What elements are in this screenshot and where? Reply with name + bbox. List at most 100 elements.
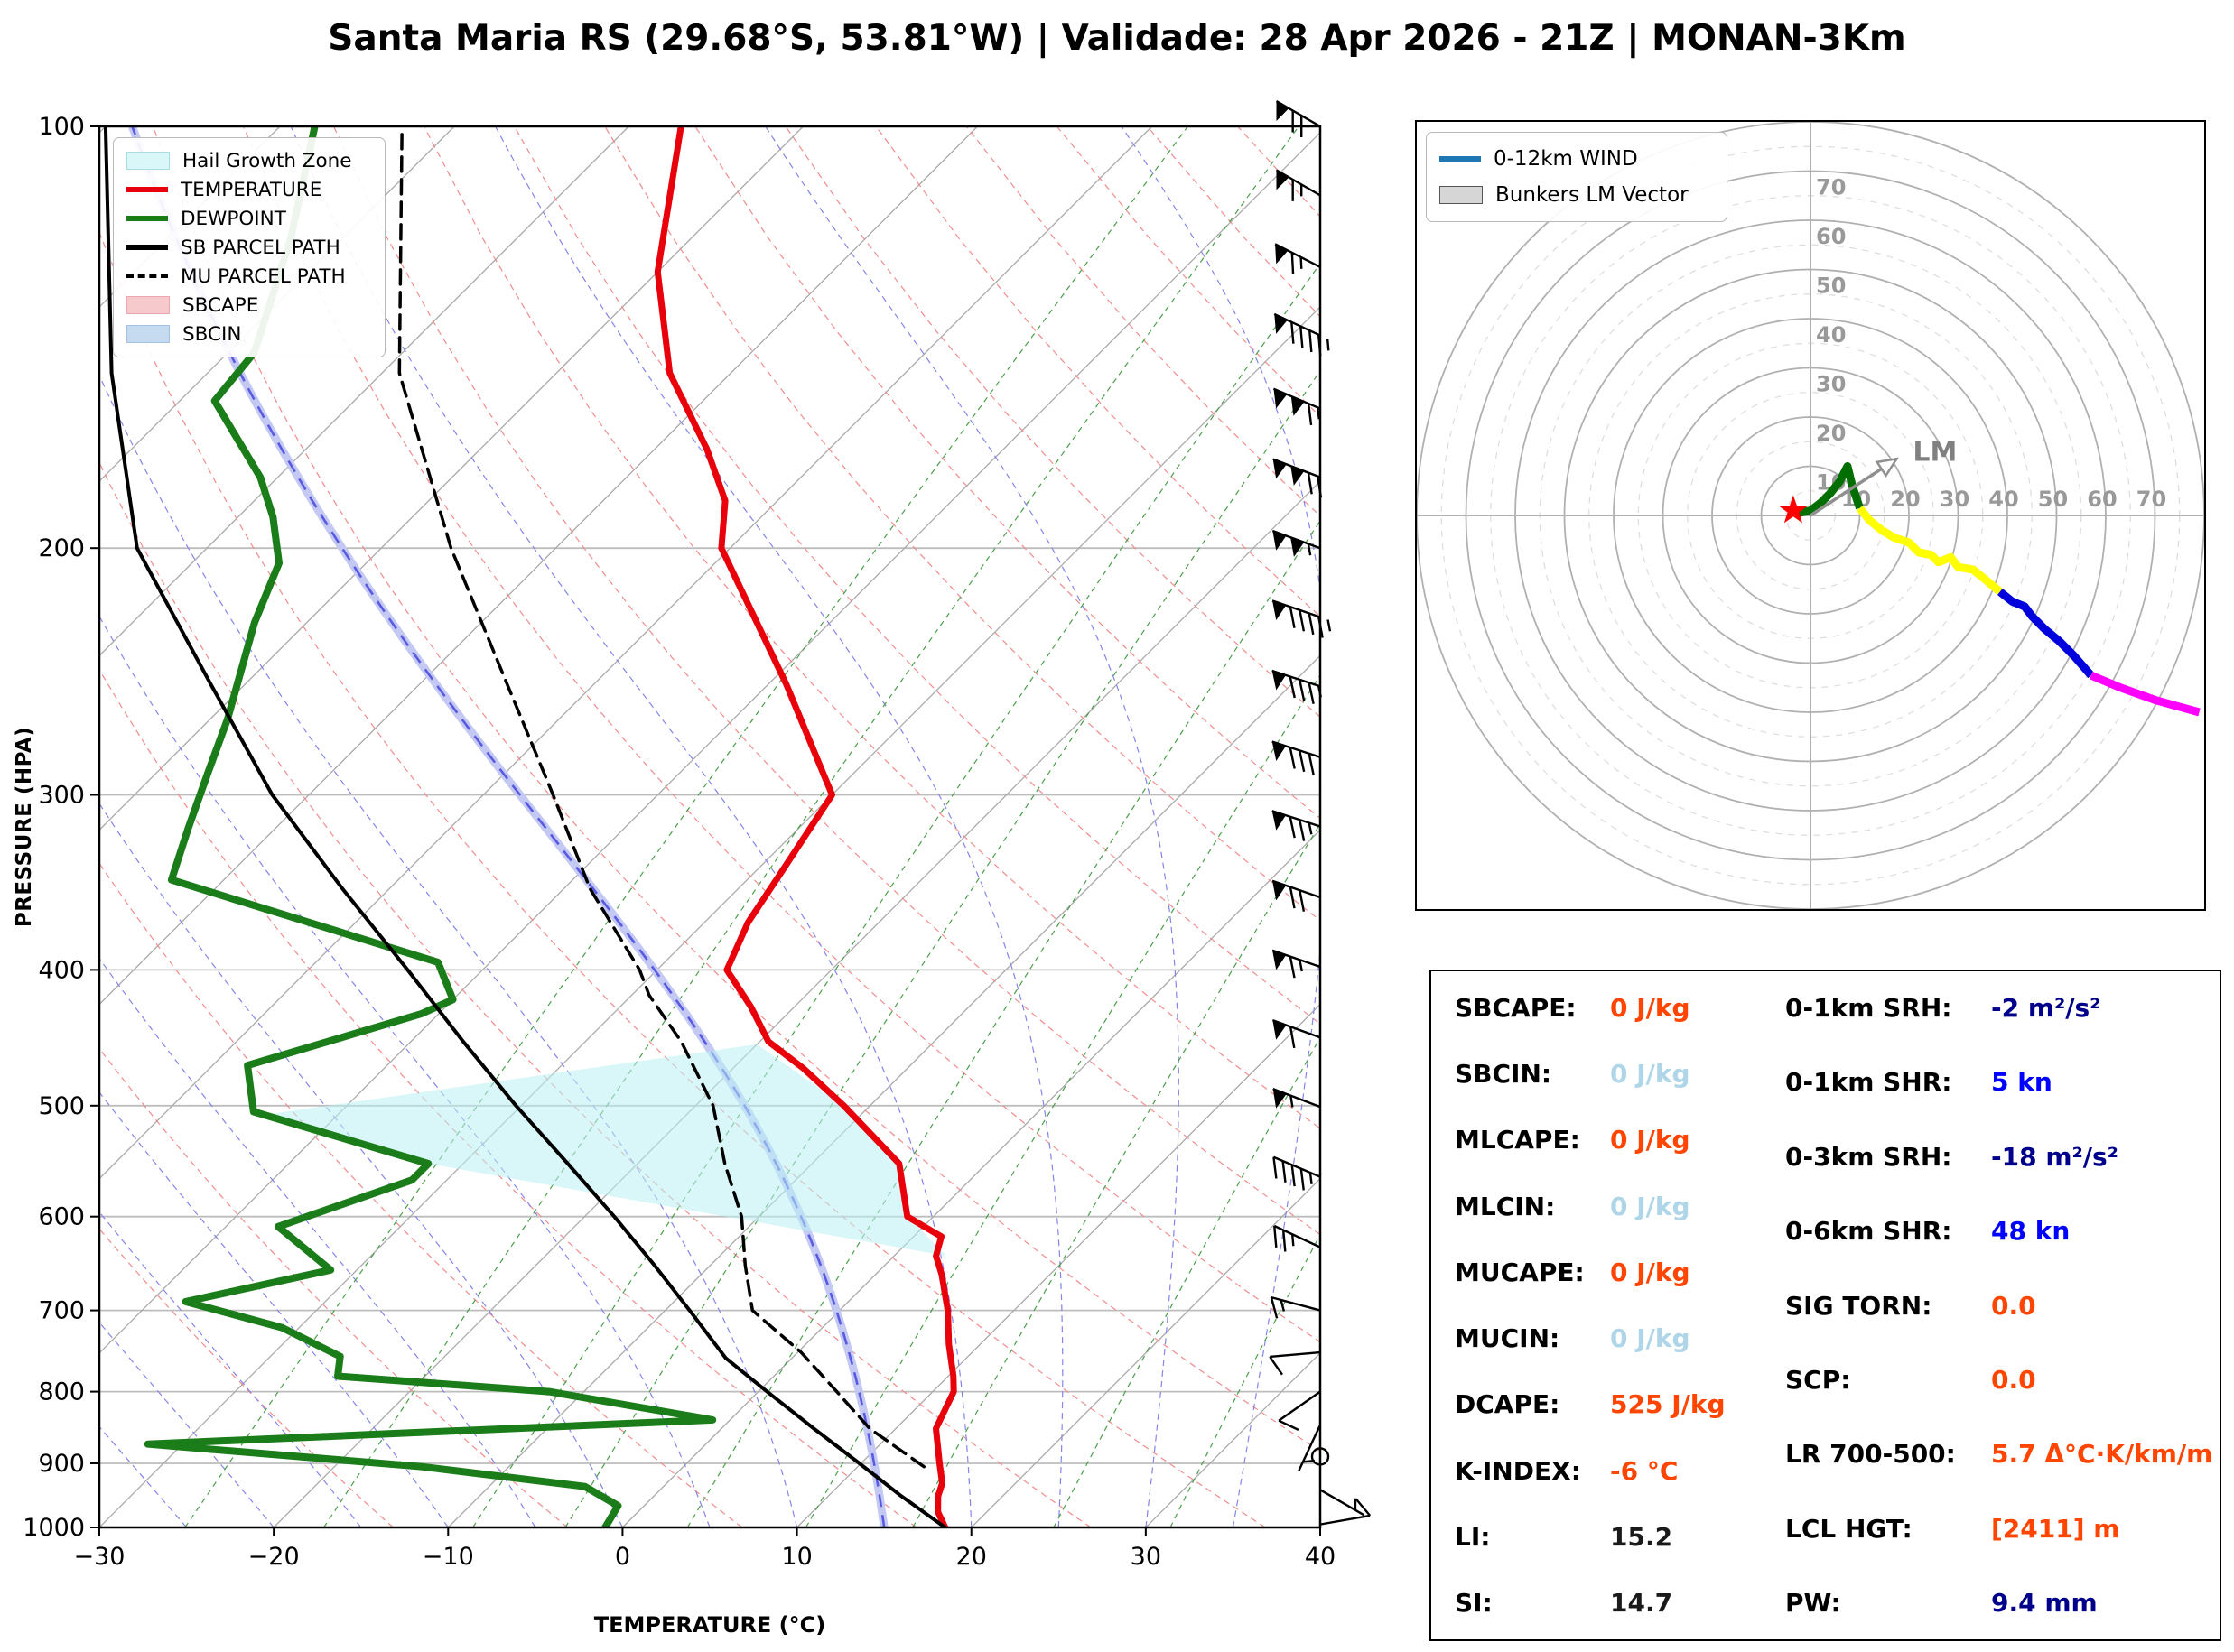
stat-label: SIG TORN:	[1785, 1290, 1932, 1321]
sb-parcel-path-curve	[103, 126, 947, 1527]
svg-text:30: 30	[1816, 372, 1846, 397]
wind-trace-6-9km	[1997, 588, 2095, 679]
legend-label: Hail Growth Zone	[182, 149, 352, 172]
svg-text:20: 20	[956, 1543, 987, 1571]
temperature-axis-title: TEMPERATURE (°C)	[593, 1612, 826, 1638]
legend-item: SBCAPE	[126, 291, 372, 320]
stat-value: 0 J/kg	[1610, 1323, 1690, 1354]
legend-label: SB PARCEL PATH	[181, 236, 340, 259]
svg-text:40: 40	[1988, 487, 2018, 512]
wind-trace-3-6km	[1856, 505, 2003, 595]
svg-text:40: 40	[1305, 1543, 1336, 1571]
legend-swatch-icon	[1439, 156, 1481, 162]
stat-row: MUCIN: 0 J/kg	[1455, 1323, 1776, 1353]
legend-swatch-icon	[126, 296, 170, 314]
svg-text:−30: −30	[74, 1543, 126, 1571]
stat-value: 15.2	[1610, 1521, 1673, 1552]
skewt-border	[98, 125, 1322, 1529]
svg-text:20: 20	[1890, 487, 1920, 512]
wind-barb-icon	[1269, 1350, 1321, 1376]
stat-value: 5.7 Δ°C·K/km/m	[1991, 1439, 2213, 1470]
legend-item: Bunkers LM Vector	[1439, 177, 1714, 213]
stat-row: SBCAPE: 0 J/kg	[1455, 993, 1776, 1023]
stat-row: SCP: 0.0	[1785, 1365, 2210, 1395]
stat-value: 0 J/kg	[1610, 1059, 1690, 1090]
stat-label: MUCAPE:	[1455, 1257, 1585, 1287]
stat-row: MLCAPE: 0 J/kg	[1455, 1125, 1776, 1155]
svg-text:50: 50	[1816, 274, 1846, 299]
svg-text:700: 700	[38, 1297, 85, 1325]
wind-barb-icon	[1271, 1018, 1321, 1049]
wind-trace-9-12km	[2089, 671, 2201, 717]
hodograph-trace	[1797, 462, 2201, 717]
wind-barb-icon	[1272, 387, 1321, 426]
legend-label: DEWPOINT	[181, 207, 286, 230]
svg-text:800: 800	[38, 1378, 85, 1406]
wind-barb-icon	[1271, 879, 1321, 912]
bunkers-lm-vector: LM	[1810, 436, 1957, 517]
legend-item: DEWPOINT	[126, 204, 372, 233]
stat-label: 0-1km SRH:	[1785, 993, 1952, 1023]
y-tick-labels: 100 200 300 400 500 600 700 800 900 1000	[23, 113, 99, 1542]
svg-text:70: 70	[2136, 487, 2166, 512]
stat-label: LI:	[1455, 1521, 1491, 1552]
wind-barb-icon	[1278, 1390, 1321, 1431]
wind-barb-icon	[1275, 99, 1321, 137]
page-title: Santa Maria RS (29.68°S, 53.81°W) | Vali…	[328, 18, 1906, 59]
legend-swatch-icon	[126, 216, 168, 221]
legend-swatch-icon	[126, 245, 168, 250]
svg-text:900: 900	[38, 1450, 85, 1478]
stat-label: SBCIN:	[1455, 1059, 1552, 1090]
stat-label: SI:	[1455, 1587, 1493, 1618]
legend-label: Bunkers LM Vector	[1495, 183, 1689, 207]
hodograph-border	[1415, 120, 2206, 911]
stat-label: SBCAPE:	[1455, 993, 1577, 1023]
wind-barb-icon	[1271, 740, 1321, 775]
skewt-legend: Hail Growth Zone TEMPERATURE DEWPOINT SB PA…	[113, 137, 386, 357]
indices-right-column: 0-1km SRH: -2 m²/s² 0-1km SHR: 5 kn 0-3km SR…	[1785, 993, 2213, 1618]
svg-text:300: 300	[38, 781, 85, 809]
legend-label: TEMPERATURE	[181, 178, 322, 201]
wind-barb-icon	[1273, 1224, 1321, 1252]
stat-label: LR 700-500:	[1785, 1439, 1956, 1470]
stat-value: 14.7	[1610, 1587, 1673, 1618]
legend-swatch-icon	[126, 187, 168, 192]
x-tick-labels: −30 −20 −10 0 10 20 30 40	[74, 1527, 1336, 1571]
stat-label: SCP:	[1785, 1364, 1851, 1395]
svg-text:200: 200	[38, 534, 85, 562]
legend-swatch-icon	[126, 274, 168, 278]
wind-barb-icon	[1271, 949, 1321, 979]
stat-value: 0 J/kg	[1610, 993, 1690, 1023]
wind-barb-icon	[1319, 1498, 1372, 1526]
stat-value: -6 °C	[1610, 1455, 1679, 1486]
stat-label: MLCIN:	[1455, 1191, 1556, 1221]
legend-swatch-icon	[126, 325, 170, 343]
mu-parcel-path-curve	[397, 126, 926, 1469]
svg-text:30: 30	[1131, 1543, 1161, 1571]
wind-barb-icon	[1274, 243, 1321, 274]
legend-item: Hail Growth Zone	[126, 146, 372, 175]
wind-barb-icon	[1272, 458, 1323, 498]
legend-label: 0-12km WIND	[1494, 147, 1638, 171]
stat-row: MLCIN: 0 J/kg	[1455, 1192, 1776, 1221]
stat-label: PW:	[1785, 1588, 1841, 1618]
svg-text:20: 20	[1816, 421, 1846, 446]
svg-text:0: 0	[615, 1543, 630, 1571]
svg-text:100: 100	[38, 113, 85, 141]
svg-text:500: 500	[38, 1092, 85, 1120]
stat-label: DCAPE:	[1455, 1389, 1560, 1420]
stat-row: MUCAPE: 0 J/kg	[1455, 1258, 1776, 1287]
stat-row: 0-1km SRH: -2 m²/s²	[1785, 993, 2210, 1023]
svg-text:−20: −20	[248, 1543, 300, 1571]
legend-item: MU PARCEL PATH	[126, 262, 372, 291]
stat-label: 0-1km SHR:	[1785, 1067, 1952, 1098]
skewt-plot-area	[99, 126, 1320, 1527]
temperature-curve	[654, 126, 957, 1527]
stat-value: 525 J/kg	[1610, 1389, 1726, 1420]
svg-text:400: 400	[38, 956, 85, 984]
stat-value: 0 J/kg	[1610, 1125, 1690, 1155]
legend-item: 0-12km WIND	[1439, 141, 1714, 177]
stat-row: 0-6km SHR: 48 kn	[1785, 1216, 2210, 1246]
